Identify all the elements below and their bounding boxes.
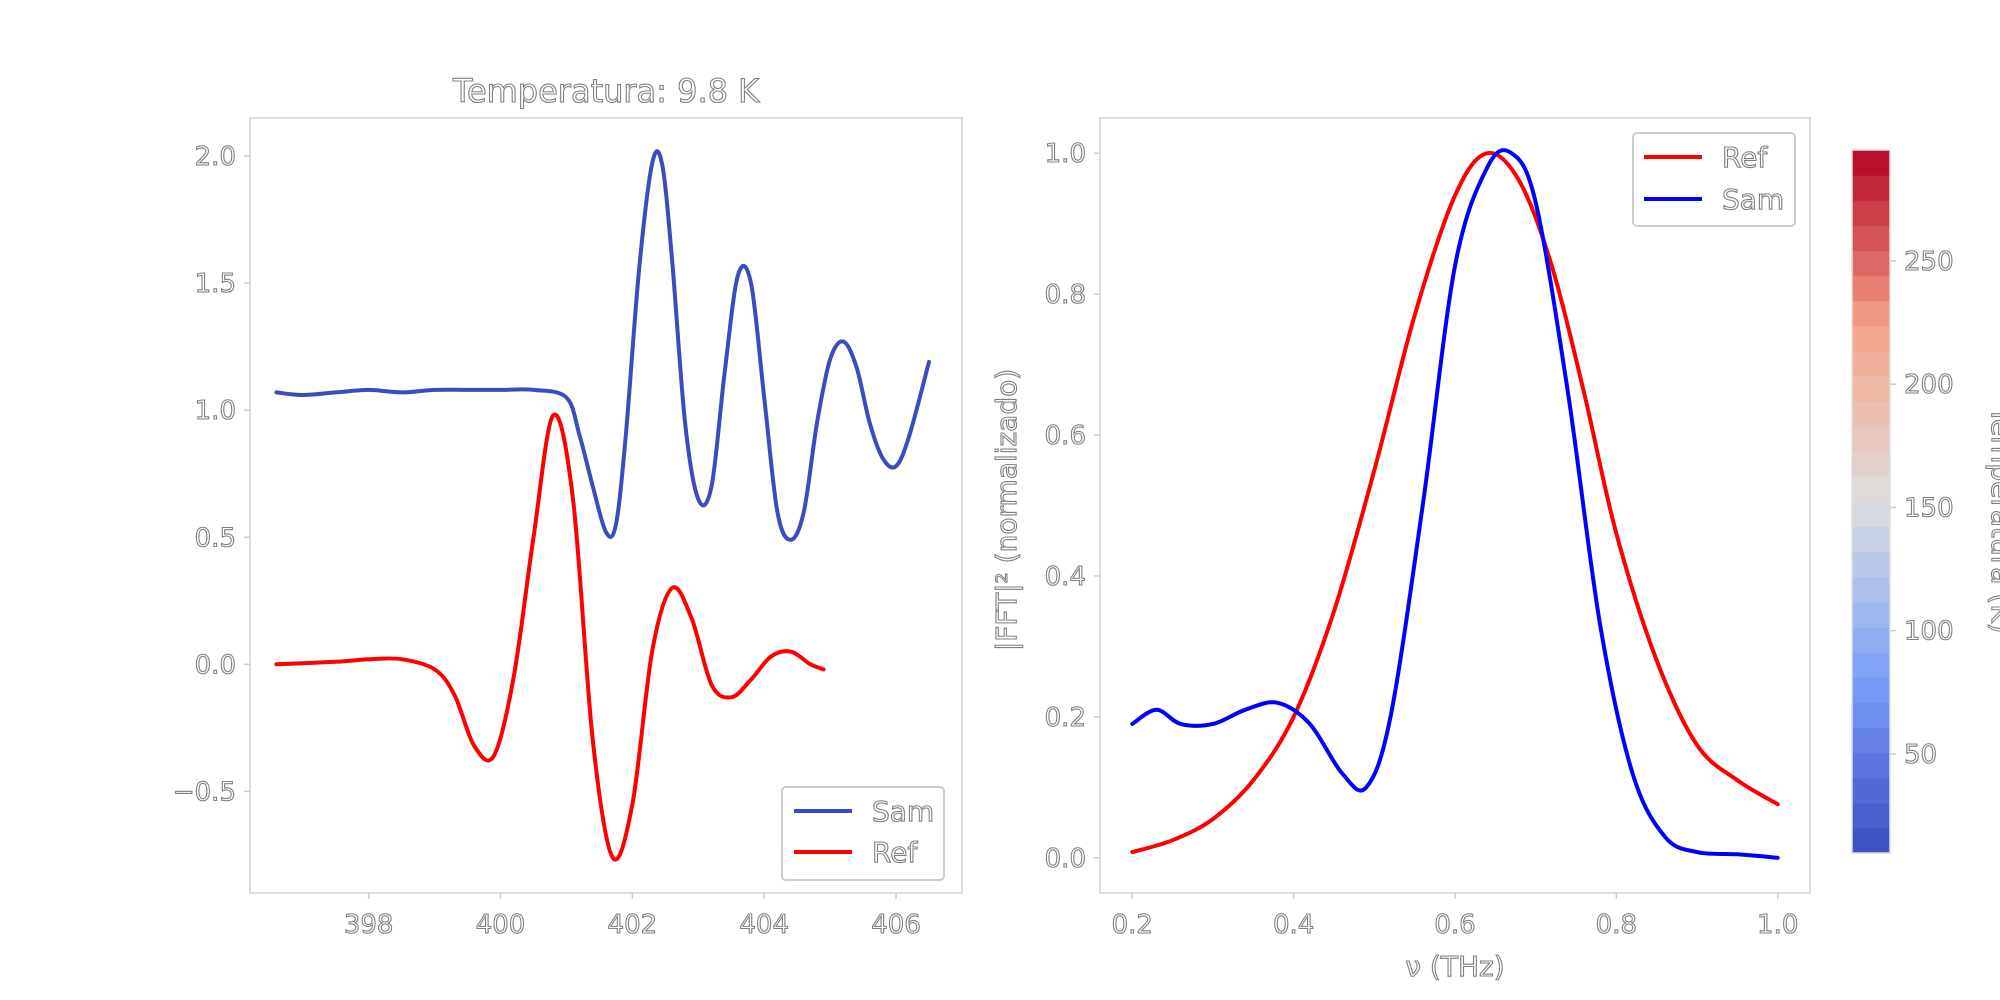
colorbar-band bbox=[1852, 275, 1890, 302]
right-y-ticks: 0.0 0.2 0.4 0.6 0.8 1.0 bbox=[1044, 139, 1100, 874]
left-chart-title: Temperatura: 9.8 K bbox=[452, 72, 760, 110]
right-y-tick-label: 0.0 bbox=[1045, 844, 1086, 874]
left-x-tick-label: 406 bbox=[871, 910, 921, 940]
right-x-tick-label: 0.2 bbox=[1112, 910, 1153, 940]
colorbar-tick-label: 250 bbox=[1904, 247, 1954, 277]
colorbar-band bbox=[1852, 702, 1890, 729]
right-y-tick-label: 1.0 bbox=[1045, 139, 1086, 169]
colorbar-band bbox=[1852, 576, 1890, 603]
right-legend: Ref Sam bbox=[1632, 132, 1796, 227]
colorbar-band bbox=[1852, 426, 1890, 452]
left-legend: Sam Ref bbox=[781, 786, 945, 881]
colorbar-tick-label: 50 bbox=[1904, 740, 1937, 770]
left-y-tick-label: 2.0 bbox=[195, 142, 236, 172]
left-series bbox=[274, 149, 931, 862]
left-x-tick-label: 404 bbox=[739, 910, 789, 940]
colorbar-band bbox=[1852, 752, 1890, 779]
colorbar-band bbox=[1852, 325, 1890, 352]
colorbar-band bbox=[1852, 727, 1890, 754]
left-series-line-ref bbox=[274, 412, 826, 862]
colorbar-band bbox=[1852, 225, 1890, 252]
right-y-tick-label: 0.6 bbox=[1045, 421, 1086, 451]
colorbar-band bbox=[1852, 476, 1890, 503]
right-series bbox=[1130, 148, 1780, 860]
right-x-tick-label: 0.6 bbox=[1434, 910, 1475, 940]
colorbar-band bbox=[1852, 150, 1890, 176]
right-plot-frame bbox=[1099, 117, 1811, 894]
left-x-tick-label: 400 bbox=[476, 910, 526, 940]
colorbar: 50 100 150 200 250 Temperatura (K) bbox=[1851, 149, 2000, 854]
right-y-axis-label: |FFT|² (normalizado) bbox=[990, 369, 1023, 651]
colorbar-band bbox=[1852, 250, 1890, 277]
colorbar-tick-label: 100 bbox=[1904, 617, 1954, 647]
left-series-line-sam bbox=[274, 149, 931, 542]
colorbar-band bbox=[1852, 627, 1890, 653]
colorbar-band bbox=[1852, 501, 1890, 528]
left-plot-frame bbox=[249, 117, 963, 894]
left-x-ticks: 398 400 402 404 406 bbox=[343, 893, 921, 941]
left-y-tick-label: 0.0 bbox=[195, 650, 236, 680]
legend-label-sam-right: Sam bbox=[1722, 183, 1784, 216]
colorbar-band bbox=[1852, 601, 1890, 628]
colorbar-tick-label: 150 bbox=[1904, 493, 1954, 523]
colorbar-tick-label: 200 bbox=[1904, 370, 1954, 400]
colorbar-ticks: 50 100 150 200 250 bbox=[1890, 246, 1954, 770]
colorbar-label: Temperatura (K) bbox=[1985, 405, 2000, 633]
legend-label-ref: Ref bbox=[872, 836, 918, 869]
colorbar-band bbox=[1852, 677, 1890, 703]
right-y-tick-label: 0.4 bbox=[1045, 562, 1086, 592]
right-series-line-ref bbox=[1130, 150, 1780, 855]
right-y-tick-label: 0.8 bbox=[1045, 280, 1086, 310]
right-y-tick-label: 0.2 bbox=[1045, 703, 1086, 733]
colorbar-frame bbox=[1851, 149, 1891, 854]
colorbar-band bbox=[1852, 401, 1890, 427]
legend-label-sam: Sam bbox=[872, 795, 934, 828]
colorbar-band bbox=[1852, 652, 1890, 678]
colorbar-band bbox=[1852, 375, 1890, 402]
left-y-ticks: −0.5 0.0 0.5 1.0 1.5 2.0 bbox=[172, 142, 250, 808]
colorbar-gradient bbox=[1852, 150, 1890, 854]
right-x-ticks: 0.2 0.4 0.6 0.8 1.0 bbox=[1111, 893, 1799, 941]
colorbar-band bbox=[1852, 451, 1890, 477]
colorbar-band bbox=[1852, 300, 1890, 327]
right-x-axis-label: ν (THz) bbox=[1405, 950, 1504, 983]
left-x-tick-label: 398 bbox=[344, 910, 394, 940]
colorbar-band bbox=[1852, 175, 1890, 201]
right-x-tick-label: 0.8 bbox=[1596, 910, 1637, 940]
colorbar-band bbox=[1852, 802, 1890, 829]
legend-label-ref-right: Ref bbox=[1722, 141, 1768, 174]
right-panel: 0.0 0.2 0.4 0.6 0.8 1.0 0.2 0.4 0.6 0.8 1.0 ν (TH… bbox=[989, 117, 1811, 984]
colorbar-band bbox=[1852, 777, 1890, 804]
left-y-tick-label: 1.0 bbox=[195, 396, 236, 426]
colorbar-band bbox=[1852, 200, 1890, 226]
left-y-tick-label: 0.5 bbox=[195, 523, 236, 553]
colorbar-band bbox=[1852, 526, 1890, 553]
right-series-line-sam bbox=[1130, 148, 1780, 860]
right-x-tick-label: 0.4 bbox=[1273, 910, 1314, 940]
left-y-tick-label: 1.5 bbox=[195, 269, 236, 299]
left-panel: Temperatura: 9.8 K −0.5 0.0 0.5 1.0 1.5 2.0 3… bbox=[172, 71, 963, 941]
left-x-tick-label: 402 bbox=[608, 910, 658, 940]
colorbar-band bbox=[1852, 350, 1890, 377]
colorbar-band bbox=[1852, 551, 1890, 578]
colorbar-band bbox=[1852, 827, 1890, 854]
right-x-tick-label: 1.0 bbox=[1757, 910, 1798, 940]
left-y-tick-label: −0.5 bbox=[173, 777, 236, 807]
